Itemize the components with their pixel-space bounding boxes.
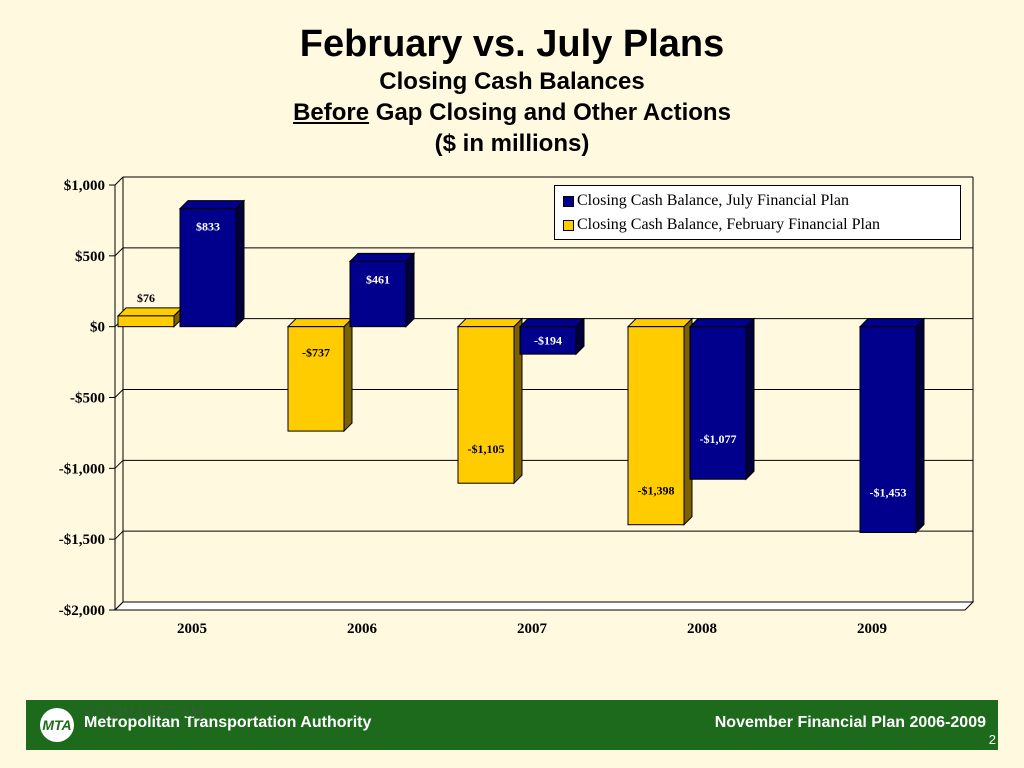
bar-side <box>745 317 755 481</box>
bar <box>287 326 345 432</box>
bar-side <box>915 317 925 534</box>
y-tick-label: $1,000 <box>64 178 105 194</box>
gridline-depth <box>114 247 124 257</box>
bar-2005-1: $833 <box>178 199 246 328</box>
legend-swatch-july <box>563 196 574 207</box>
plot-top <box>115 177 973 185</box>
y-tick-label: $0 <box>90 320 105 336</box>
bar-side <box>405 252 415 328</box>
page-title: February vs. July Plans <box>299 23 725 65</box>
bar-2009-1: -$1,453 <box>858 317 926 534</box>
data-label: -$1,453 <box>870 486 907 500</box>
bar <box>349 260 407 328</box>
bar-top <box>116 307 184 317</box>
page-number: 2 <box>988 732 996 747</box>
footer-plan: November Financial Plan 2006-2009 <box>714 714 986 731</box>
gridline-depth <box>114 389 124 398</box>
bar <box>519 326 577 355</box>
bar-top <box>688 318 756 328</box>
x-tick-label: 2008 <box>687 621 717 637</box>
footer-bar: MTA Metropolitan Transportation Authorit… <box>26 700 998 750</box>
legend-label-july: Closing Cash Balance, July Financial Pla… <box>577 192 849 209</box>
bar-top <box>456 318 524 328</box>
data-label: $833 <box>196 220 220 234</box>
bar <box>179 208 237 328</box>
bar-2005-0: $76 <box>116 291 184 328</box>
bar-top <box>286 318 354 328</box>
bar-2008-0: -$1,398 <box>626 317 694 526</box>
x-tick-label: 2009 <box>857 621 887 637</box>
x-tick-label: 2006 <box>347 621 378 637</box>
timestamp: 6/9/2014 6:57 AM <box>86 704 205 721</box>
data-label: $76 <box>137 291 155 305</box>
gridline-depth <box>114 459 124 469</box>
bar-side <box>235 199 245 328</box>
bars: $76 -$737 -$1,105 -$1,398 $833 $461 -$194 -$1,0… <box>116 199 926 534</box>
data-label: -$1,077 <box>700 432 737 446</box>
bar-top <box>348 252 416 262</box>
bar-top <box>626 318 694 328</box>
y-tick-label: -$2,000 <box>59 603 105 619</box>
y-axis: $1,000 $500 $0 -$500 -$1,000 -$1,500 -$2,000 <box>59 177 974 619</box>
subtitle-2: Before Gap Closing and Other Actions <box>0 97 1024 128</box>
gridline-depth <box>114 530 124 540</box>
bar <box>117 315 175 328</box>
legend-swatch-feb <box>563 220 574 231</box>
mta-logo: MTA <box>40 708 74 742</box>
data-label: -$1,398 <box>638 484 675 498</box>
bar <box>627 326 685 526</box>
data-label: -$737 <box>302 346 330 360</box>
bar-top <box>178 200 246 210</box>
data-label: -$1,105 <box>468 442 505 456</box>
y-tick-label: -$1,000 <box>59 461 105 477</box>
x-axis: 2005 2006 2007 2008 2009 <box>177 621 887 637</box>
subtitle-rest: Gap Closing and Other Actions <box>369 99 731 126</box>
bar-side <box>343 317 353 433</box>
legend-item-feb: Closing Cash Balance, February Financial… <box>563 214 881 236</box>
gridline-depth <box>114 601 124 611</box>
plot-floor <box>113 601 975 611</box>
bar-2006-1: $461 <box>348 252 416 328</box>
units-label: ($ in millions) <box>434 130 590 157</box>
legend-label-feb: Closing Cash Balance, February Financial… <box>577 216 881 233</box>
bar-top <box>858 318 926 328</box>
y-tick-label: -$500 <box>70 391 105 407</box>
y-tick-label: -$1,500 <box>59 532 105 548</box>
x-tick-label: 2005 <box>177 621 207 637</box>
bar-top <box>518 318 586 328</box>
bar-chart: $1,000 $500 $0 -$500 -$1,000 -$1,500 -$2,000 $… <box>59 176 975 637</box>
data-label: $461 <box>366 272 390 286</box>
data-label: -$194 <box>534 334 562 348</box>
bar-2008-1: -$1,077 <box>688 317 756 481</box>
bar <box>859 326 917 534</box>
bar <box>457 326 515 484</box>
gridline-depth <box>114 176 124 186</box>
footer-org: Metropolitan Transportation Authority <box>84 714 372 731</box>
x-tick-label: 2007 <box>517 621 548 637</box>
bar-2007-0: -$1,105 <box>456 317 524 485</box>
subtitle-emphasis: Before <box>293 99 370 126</box>
title-block: February vs. July Plans Closing Cash Bal… <box>0 22 1024 159</box>
bar <box>689 326 747 480</box>
bar-2006-0: -$737 <box>286 317 354 433</box>
y-tick-label: $500 <box>75 249 105 265</box>
legend-item-july: Closing Cash Balance, July Financial Pla… <box>563 190 849 212</box>
bar-2007-1: -$194 <box>518 317 586 356</box>
subtitle: Closing Cash Balances <box>379 68 645 95</box>
legend: Closing Cash Balance, July Financial Pla… <box>554 185 961 240</box>
